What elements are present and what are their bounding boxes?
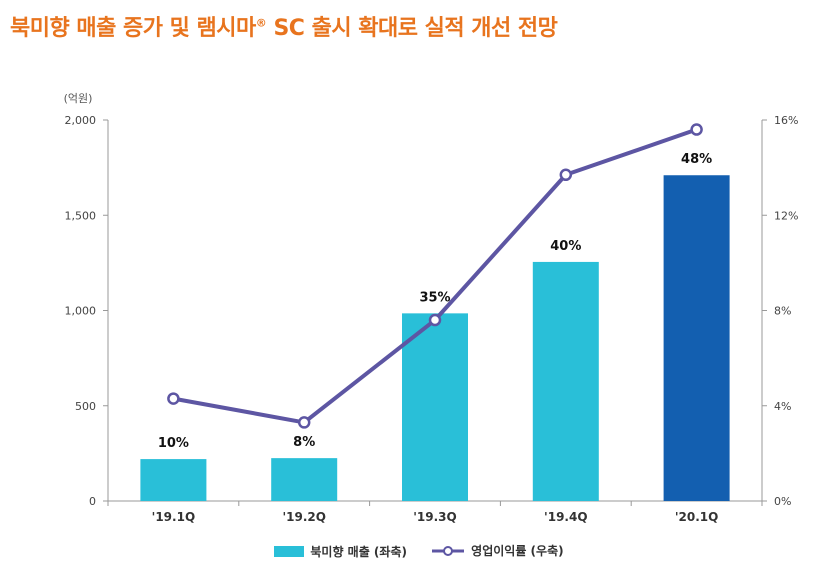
chart-title-suffix: SC 출시 확대로 실적 개선 전망 [266, 16, 558, 41]
y-tick-label-left: 500 [75, 400, 96, 413]
y-axis-unit-label: (억원) [64, 92, 93, 105]
bar-data-label: 10% [158, 436, 189, 451]
x-tick-label: '19.4Q [544, 510, 587, 524]
line-point-1 [167, 392, 180, 405]
line-point-2 [297, 416, 311, 429]
bar-data-label: 8% [293, 435, 315, 450]
line-point-5 [690, 123, 703, 136]
y-tick-label-left: 1,000 [65, 305, 97, 318]
y-tick-label-left: 1,500 [65, 209, 97, 222]
bar-1 [140, 459, 207, 501]
registered-mark: ® [255, 16, 267, 30]
legend-item-line: 영업이익률 (우축) [431, 542, 564, 559]
legend-item-bar: 북미향 매출 (좌축) [274, 543, 407, 560]
x-tick-label: '19.3Q [413, 510, 456, 524]
legend-line-swatch [432, 545, 465, 556]
bar-4 [532, 261, 599, 501]
legend: 북미향 매출 (좌축) 영업이익률 (우축) [0, 542, 838, 560]
bar-data-label: 48% [681, 152, 712, 167]
legend-bar-label: 북미향 매출 (좌축) [310, 544, 407, 559]
legend-line-label: 영업이익률 (우축) [471, 544, 564, 558]
y-tick-label-right: 12% [774, 209, 798, 222]
y-tick-label-right: 4% [774, 400, 791, 413]
line-point-3 [428, 313, 442, 327]
bar-5 [663, 175, 730, 501]
x-tick-label: '19.2Q [282, 510, 325, 524]
y-tick-label-right: 0% [774, 495, 791, 508]
x-tick-label: '19.1Q [152, 510, 195, 524]
chart-title-main: 북미향 매출 증가 및 램시마 [10, 16, 256, 41]
y-tick-label-left: 2,000 [65, 114, 97, 127]
legend-bar-swatch [274, 545, 305, 557]
bar-3 [402, 313, 468, 501]
x-tick-label: '20.1Q [675, 510, 718, 524]
line-point-4 [559, 168, 573, 182]
bar-data-label: 40% [550, 239, 581, 254]
y-tick-label-right: 16% [774, 114, 798, 127]
y-tick-label-left: 0 [89, 495, 96, 508]
y-tick-label-right: 8% [774, 305, 791, 318]
bar-data-label: 35% [419, 290, 450, 305]
bar-2 [271, 458, 338, 501]
chart-title: 북미향 매출 증가 및 램시마® SC 출시 확대로 실적 개선 전망 [10, 10, 558, 42]
